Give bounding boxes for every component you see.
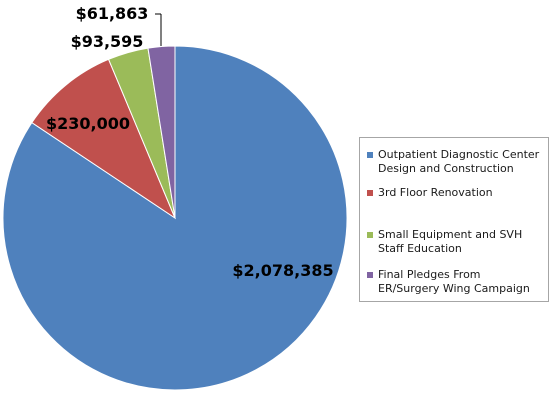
legend-label: Final Pledges From ER/Surgery Wing Campa… (378, 268, 530, 295)
data-label-final-pledges: $61,863 (76, 4, 149, 23)
pie-slice-final-pledges (147, 45, 176, 219)
legend-swatch (367, 152, 373, 158)
data-label-small-equipment: $93,595 (71, 32, 144, 51)
legend-swatch (367, 232, 373, 238)
legend-swatch (367, 272, 373, 278)
data-label-outpatient: $2,078,385 (232, 261, 333, 280)
legend-swatch (367, 190, 373, 196)
legend-item: 3rd Floor Renovation (367, 186, 545, 200)
legend-item: Outpatient Diagnostic Center Design and … (367, 148, 545, 176)
legend-label: 3rd Floor Renovation (378, 186, 493, 199)
pie-slice-3rd-floor (31, 58, 177, 220)
legend-label: Outpatient Diagnostic Center Design and … (378, 148, 540, 175)
legend-item: Small Equipment and SVH Staff Education (367, 228, 545, 256)
data-label-3rd-floor: $230,000 (46, 114, 130, 133)
legend-item: Final Pledges From ER/Surgery Wing Campa… (367, 268, 545, 296)
legend-label: Small Equipment and SVH Staff Education (378, 228, 523, 255)
legend: Outpatient Diagnostic Center Design and … (359, 137, 549, 302)
